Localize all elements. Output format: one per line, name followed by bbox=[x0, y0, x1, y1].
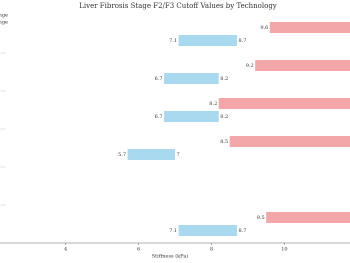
low-label: 5.7 bbox=[118, 152, 126, 158]
high-label: 8.2 bbox=[220, 76, 228, 82]
high-label: 8.7 bbox=[238, 38, 246, 44]
range-bar bbox=[178, 225, 237, 236]
x-tick-label: 10 bbox=[281, 247, 287, 253]
low-label: 9.6 bbox=[260, 25, 268, 31]
x-tick-label: 8 bbox=[210, 247, 213, 253]
legend-label: F2 Range bbox=[0, 20, 8, 26]
high-label: 7 bbox=[177, 152, 180, 158]
range-bar bbox=[255, 60, 350, 71]
range-bar bbox=[164, 73, 219, 84]
high-label: 8.7 bbox=[238, 228, 246, 234]
range-bar bbox=[269, 22, 350, 33]
low-label: 7.1 bbox=[169, 38, 177, 44]
range-bar bbox=[164, 111, 219, 122]
x-tick-label: 4 bbox=[64, 247, 67, 253]
low-label: 9.2 bbox=[246, 63, 254, 69]
low-label: 7.1 bbox=[169, 228, 177, 234]
x-tick-label: 6 bbox=[137, 247, 140, 253]
low-label: 8.5 bbox=[220, 139, 228, 145]
range-bar bbox=[266, 212, 350, 223]
range-bar bbox=[127, 149, 175, 160]
low-label: 6.7 bbox=[155, 76, 163, 82]
range-bar bbox=[178, 35, 237, 46]
low-label: 6.7 bbox=[155, 114, 163, 120]
high-label: 8.2 bbox=[220, 114, 228, 120]
plot-area bbox=[127, 22, 350, 236]
legend-label: F3 Range bbox=[0, 13, 8, 19]
x-axis-label: Stiffness (kPa) bbox=[152, 253, 189, 260]
chart-title: Liver Fibrosis Stage F2/F3 Cutoff Values… bbox=[79, 2, 277, 10]
range-bar bbox=[229, 136, 350, 147]
range-bar bbox=[218, 98, 350, 109]
low-label: 9.5 bbox=[257, 215, 265, 221]
low-label: 8.2 bbox=[209, 101, 217, 107]
